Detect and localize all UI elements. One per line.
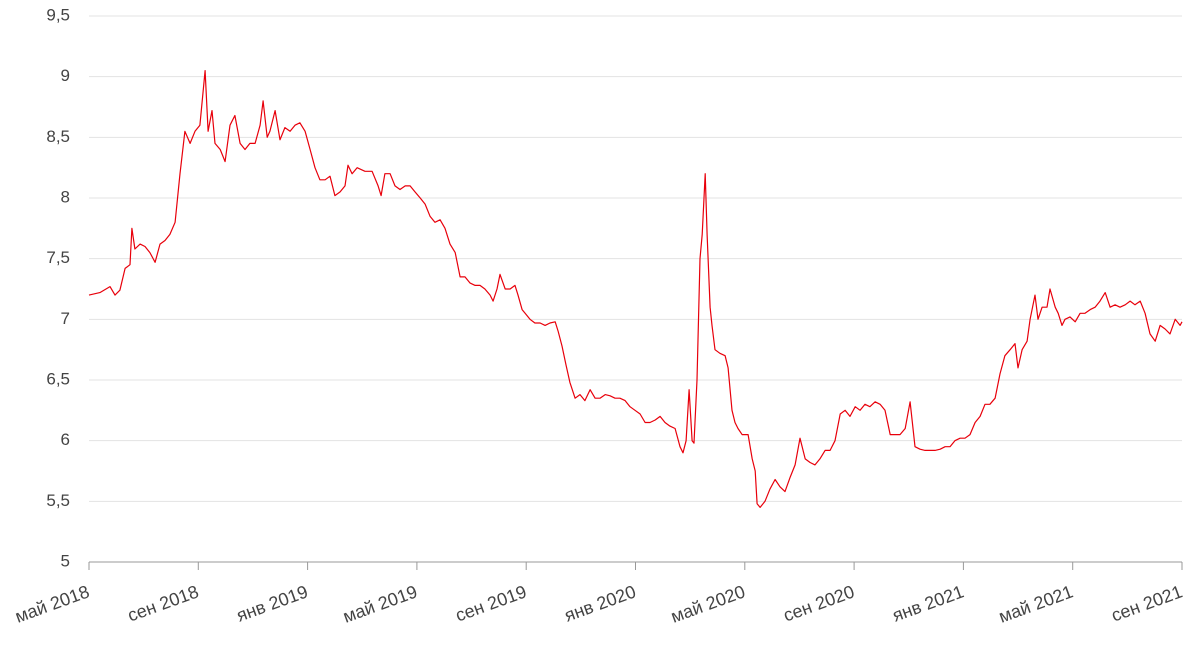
- x-tick-label: май 2019: [340, 581, 420, 626]
- x-tick-label: янв 2021: [890, 581, 967, 625]
- x-tick-label: сен 2021: [1109, 581, 1185, 625]
- y-tick-label: 9,5: [46, 5, 70, 24]
- y-tick-label: 8: [61, 187, 70, 206]
- x-tick-label: май 2020: [668, 581, 748, 626]
- x-tick-label: сен 2019: [453, 581, 529, 625]
- x-tick-label: май 2021: [996, 581, 1076, 626]
- y-tick-label: 5,5: [46, 491, 70, 510]
- x-tick-label: янв 2020: [562, 581, 639, 625]
- x-tick-label: сен 2018: [125, 581, 201, 625]
- y-tick-label: 9: [61, 66, 70, 85]
- y-tick-label: 5: [61, 551, 70, 570]
- y-tick-label: 7,5: [46, 248, 70, 267]
- data-line: [88, 70, 1183, 508]
- y-tick-label: 6,5: [46, 369, 70, 388]
- x-tick-label: янв 2019: [234, 581, 311, 625]
- x-tick-label: сен 2020: [781, 581, 857, 625]
- y-tick-label: 6: [61, 430, 70, 449]
- y-tick-label: 8,5: [46, 127, 70, 146]
- y-tick-label: 7: [61, 309, 70, 328]
- x-tick-label: май 2018: [12, 581, 92, 626]
